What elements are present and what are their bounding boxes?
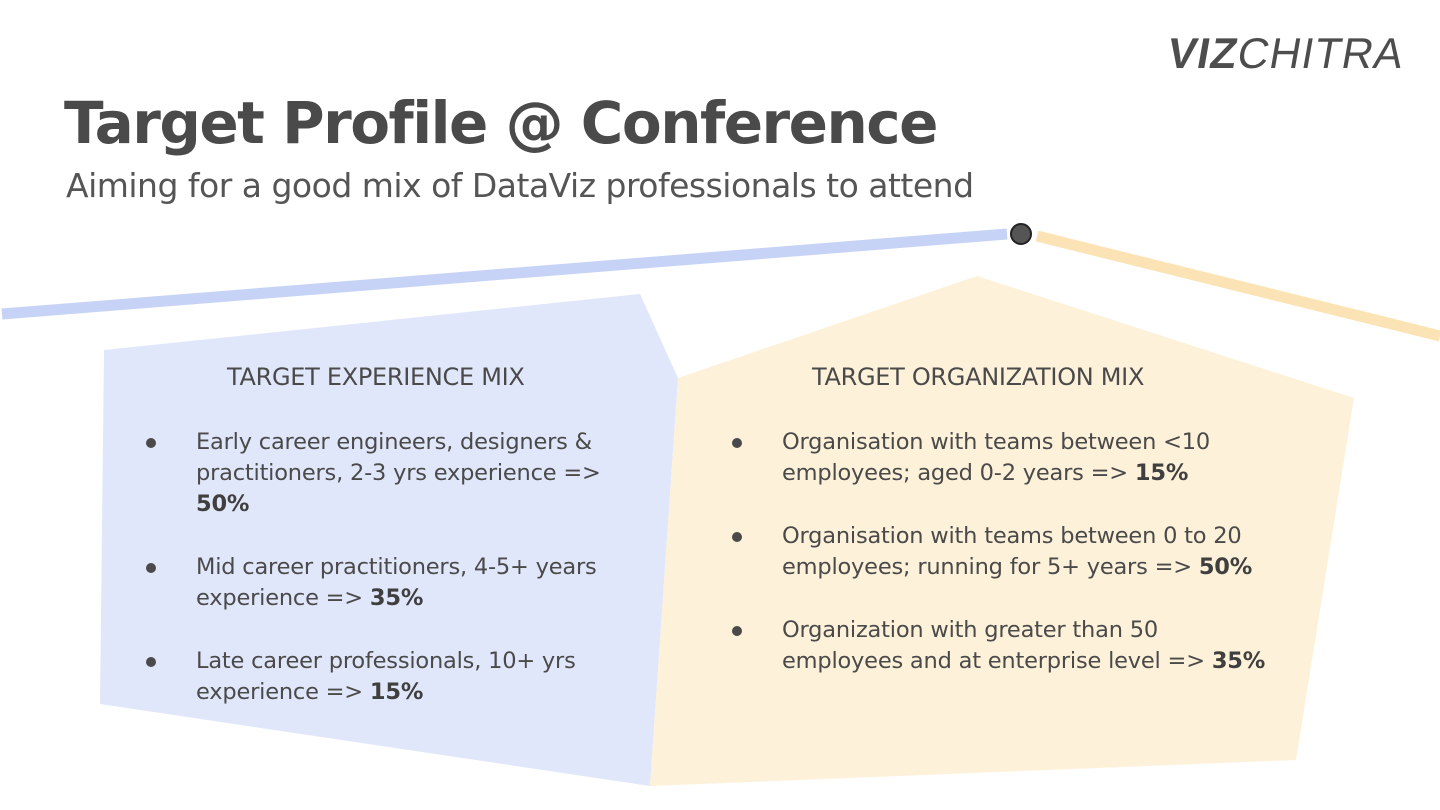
- bullet-icon: [146, 657, 156, 667]
- page-subtitle: Aiming for a good mix of DataViz profess…: [66, 166, 974, 205]
- list-item: Early career engineers, designers & prac…: [140, 427, 640, 520]
- list-item-percent: 35%: [1211, 648, 1266, 674]
- list-item-text: Late career professionals, 10+ yrs exper…: [196, 648, 576, 705]
- list-item-percent: 50%: [196, 491, 250, 517]
- list-item: Organization with greater than 50 employ…: [726, 615, 1266, 677]
- experience-panel-shape: [100, 294, 678, 786]
- list-item-text: Organization with greater than 50 employ…: [782, 617, 1212, 674]
- list-item-percent: 15%: [369, 679, 424, 705]
- bullet-icon: [732, 532, 742, 542]
- experience-mix-list: Early career engineers, designers & prac…: [140, 427, 640, 740]
- list-item-text: Mid career practitioners, 4-5+ years exp…: [196, 554, 597, 611]
- bullet-icon: [146, 438, 156, 448]
- bullet-icon: [146, 563, 156, 573]
- bullet-icon: [732, 626, 742, 636]
- list-item: Mid career practitioners, 4-5+ years exp…: [140, 552, 640, 614]
- organization-trend-line: [1035, 230, 1440, 342]
- experience-mix-heading: TARGET EXPERIENCE MIX: [227, 363, 525, 391]
- list-item: Organisation with teams between 0 to 20 …: [726, 521, 1266, 583]
- list-item-text: Organisation with teams between 0 to 20 …: [782, 523, 1242, 580]
- organization-mix-list: Organisation with teams between <10 empl…: [726, 427, 1266, 709]
- organization-panel-shape: [650, 276, 1354, 786]
- organization-mix-heading: TARGET ORGANIZATION MIX: [812, 363, 1145, 391]
- vizchitra-logo: VIZCHITRA: [1164, 30, 1408, 78]
- page-title: Target Profile @ Conference: [64, 89, 939, 157]
- list-item-percent: 50%: [1198, 554, 1253, 580]
- experience-trend-line: [1, 228, 1008, 320]
- list-item-percent: 15%: [1134, 460, 1189, 486]
- list-item: Late career professionals, 10+ yrs exper…: [140, 646, 640, 708]
- list-item-text: Organisation with teams between <10 empl…: [782, 429, 1210, 486]
- list-item-text: Early career engineers, designers & prac…: [196, 429, 601, 486]
- bullet-icon: [732, 438, 742, 448]
- list-item-percent: 35%: [369, 585, 424, 611]
- list-item: Organisation with teams between <10 empl…: [726, 427, 1266, 489]
- logo-bold-text: VIZ: [1163, 30, 1243, 78]
- peak-marker: [1010, 223, 1032, 245]
- logo-rest-text: CHITRA: [1233, 30, 1409, 78]
